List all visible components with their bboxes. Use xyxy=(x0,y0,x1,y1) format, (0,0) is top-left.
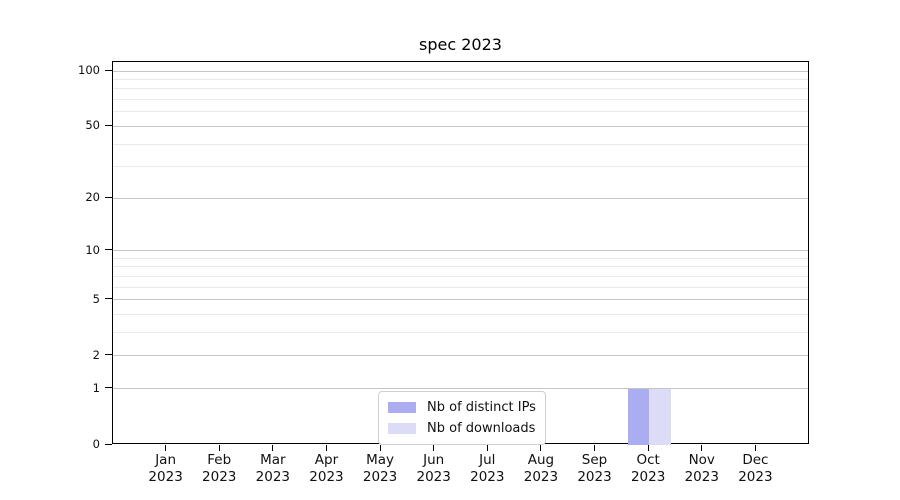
legend-item: Nb of downloads xyxy=(388,418,536,439)
legend-swatch xyxy=(388,423,416,434)
x-axis-tick xyxy=(647,445,649,451)
x-axis-tick xyxy=(594,445,596,451)
x-axis-tick xyxy=(701,445,703,451)
legend-item: Nb of distinct IPs xyxy=(388,397,536,418)
gridline-minor xyxy=(113,79,808,81)
gridline-major xyxy=(113,197,808,199)
y-axis-tick xyxy=(105,354,112,356)
x-axis-tick xyxy=(754,445,756,451)
x-axis-tick xyxy=(272,445,274,451)
y-tick-label: 1 xyxy=(92,380,100,395)
y-axis-tick xyxy=(105,196,112,198)
bar-nb-of-distinct-ips xyxy=(627,388,650,445)
gridline-minor xyxy=(113,88,808,90)
bar-nb-of-downloads xyxy=(649,388,671,445)
y-axis-tick xyxy=(105,69,112,71)
y-tick-label: 100 xyxy=(78,63,100,78)
legend-label: Nb of distinct IPs xyxy=(427,400,536,415)
gridline-minor xyxy=(113,166,808,168)
gridline-major xyxy=(113,299,808,301)
gridline-minor xyxy=(113,266,808,268)
x-tick-label: May 2023 xyxy=(362,452,398,485)
y-axis-tick xyxy=(105,124,112,126)
x-tick-label: Jul 2023 xyxy=(470,452,505,485)
x-axis-tick xyxy=(325,445,327,451)
x-tick-label: Apr 2023 xyxy=(309,452,344,485)
gridline-minor xyxy=(113,143,808,145)
x-tick-label: Mar 2023 xyxy=(255,452,291,485)
y-tick-label: 0 xyxy=(92,437,100,451)
gridline-major xyxy=(113,70,808,72)
gridline-minor xyxy=(113,314,808,316)
y-tick-label: 5 xyxy=(92,291,100,306)
y-tick-label: 50 xyxy=(85,118,100,133)
x-tick-label: Feb 2023 xyxy=(202,452,237,485)
x-axis-tick xyxy=(486,445,488,451)
gridline-minor xyxy=(113,111,808,113)
y-axis-tick xyxy=(105,387,112,389)
x-tick-label: Dec 2023 xyxy=(738,452,773,485)
x-tick-label: Oct 2023 xyxy=(630,452,666,485)
x-tick-label: Jan 2023 xyxy=(148,452,183,485)
y-tick-label: 2 xyxy=(92,347,100,362)
chart-title: spec 2023 xyxy=(419,35,502,54)
gridline-minor xyxy=(113,257,808,259)
y-axis-tick xyxy=(105,249,112,251)
gridline-minor xyxy=(113,99,808,101)
x-tick-label: Sep 2023 xyxy=(577,452,612,485)
gridline-major xyxy=(113,355,808,357)
gridline-major xyxy=(113,250,808,252)
gridline-minor xyxy=(113,286,808,288)
x-axis-tick xyxy=(540,445,542,451)
x-tick-label: Nov 2023 xyxy=(684,452,719,485)
legend-label: Nb of downloads xyxy=(427,421,536,436)
gridline-minor xyxy=(113,332,808,334)
x-axis-tick xyxy=(433,445,435,451)
x-tick-label: Jun 2023 xyxy=(416,452,451,485)
legend: Nb of distinct IPs Nb of downloads xyxy=(378,391,546,445)
y-tick-label: 10 xyxy=(85,242,100,257)
gridline-major xyxy=(113,125,808,127)
gridline-minor xyxy=(113,276,808,278)
x-axis-tick xyxy=(218,445,220,451)
legend-swatch xyxy=(388,402,416,413)
x-tick-label: Aug 2023 xyxy=(523,452,559,485)
y-axis-tick xyxy=(105,298,112,300)
x-axis-tick xyxy=(379,445,381,451)
plot-area: Nb of distinct IPs Nb of downloads xyxy=(112,61,809,445)
y-axis-tick xyxy=(105,443,112,445)
x-axis-tick xyxy=(165,445,167,451)
gridline-major xyxy=(113,388,808,390)
y-tick-label: 20 xyxy=(85,190,100,205)
